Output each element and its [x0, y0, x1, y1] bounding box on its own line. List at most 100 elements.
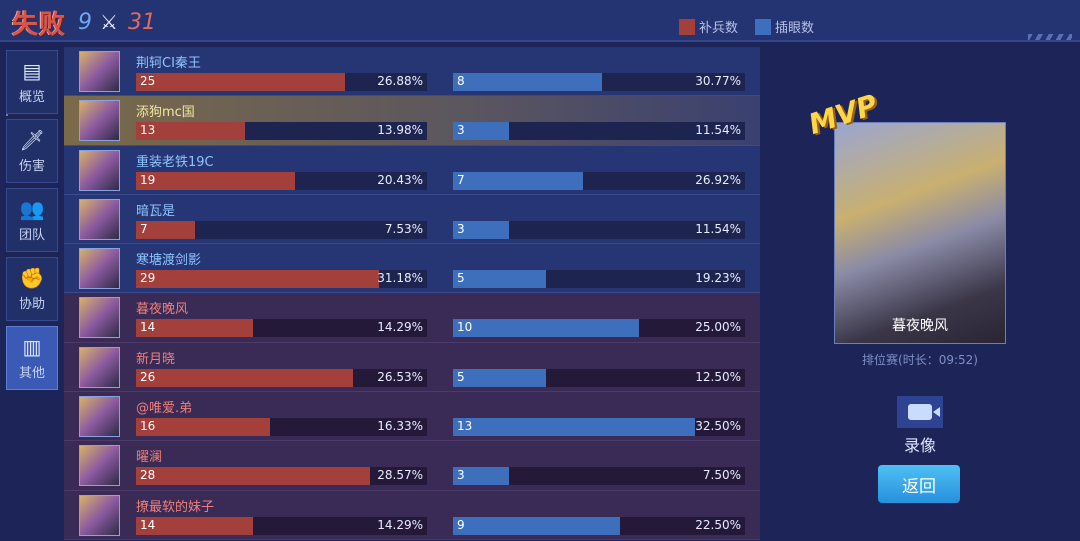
- wards-bar: 10 25.00%: [453, 319, 745, 338]
- cs-count: 28: [140, 468, 156, 483]
- cs-bar: 14 14.29%: [136, 319, 427, 338]
- player-name: @唯爱.弟: [136, 401, 193, 417]
- wards-count: 9: [457, 517, 465, 532]
- player-name: 重装老铁19C: [136, 154, 214, 170]
- legend-label: 补兵数: [699, 21, 739, 36]
- tab-other[interactable]: ▥ 其他: [6, 326, 58, 390]
- cs-percent: 14.29%: [377, 320, 423, 335]
- player-name: 撩最软的妹子: [136, 499, 215, 515]
- player-row: 暗瓦是 7 7.53% 3 11.54%: [64, 194, 760, 245]
- match-result: 失败: [12, 10, 67, 40]
- hero-avatar: [79, 51, 120, 92]
- wards-count: 5: [457, 271, 465, 286]
- wards-percent: 19.23%: [695, 271, 741, 286]
- wards-bar: 8 30.77%: [453, 73, 745, 91]
- player-row: 重装老铁19C 19 20.43% 7 26.92%: [64, 145, 760, 195]
- cs-percent: 20.43%: [377, 172, 423, 187]
- player-name: 荆轲CI秦王: [136, 56, 201, 71]
- tab-assist[interactable]: ✊ 协助: [6, 257, 58, 321]
- wards-bar-fill: [453, 171, 584, 190]
- hero-avatar: [79, 297, 120, 339]
- match-mode-duration: 排位赛(时长：09:52): [862, 353, 978, 367]
- wards-count: 7: [457, 172, 465, 187]
- player-name: 新月晓: [136, 351, 176, 367]
- cs-percent: 14.29%: [377, 517, 423, 532]
- player-name: 添狗mc国: [136, 105, 195, 121]
- wards-percent: 12.50%: [695, 369, 741, 384]
- wards-percent: 32.50%: [695, 419, 741, 434]
- player-name: 曜澜: [136, 450, 163, 466]
- record-label[interactable]: 录像: [903, 436, 936, 455]
- legend-swatch: [755, 18, 771, 35]
- cs-bar: 19 20.43%: [136, 171, 427, 190]
- back-button[interactable]: 返回: [878, 465, 960, 503]
- tab-label: 其他: [18, 365, 45, 381]
- top-bar: 失败 9 ⚔ 31 补兵数 插眼数: [0, 0, 1080, 42]
- wards-count: 5: [457, 369, 465, 384]
- wards-percent: 30.77%: [695, 74, 741, 88]
- fist-icon: ✊: [19, 265, 45, 290]
- cs-bar-fill: [136, 122, 245, 141]
- enemy-kills: 31: [128, 10, 156, 35]
- cs-count: 25: [140, 74, 156, 88]
- wards-bar: 7 26.92%: [453, 171, 745, 190]
- player-row: 暮夜晚风 14 14.29% 10 25.00%: [64, 293, 760, 343]
- cs-count: 16: [140, 419, 156, 434]
- report-icon: ▤: [22, 58, 42, 83]
- hero-avatar: [79, 445, 120, 487]
- wards-bar-fill: [453, 418, 695, 437]
- wards-bar: 5 12.50%: [453, 368, 745, 387]
- decorative-stripes: [1028, 34, 1072, 40]
- wards-bar-fill: [453, 467, 509, 486]
- player-row: 寒塘渡剑影 29 31.18% 5 19.23%: [64, 244, 760, 294]
- cs-percent: 31.18%: [377, 271, 423, 286]
- cs-count: 14: [140, 517, 156, 532]
- team-icon: 👥: [19, 196, 45, 221]
- tab-team[interactable]: 👥 团队: [6, 188, 58, 252]
- wards-count: 3: [457, 221, 465, 236]
- tab-overview[interactable]: ▤ 概览: [6, 50, 58, 114]
- hero-avatar: [79, 396, 120, 438]
- cs-bar-fill: [136, 73, 346, 91]
- video-camera-icon: [908, 404, 940, 420]
- cs-count: 13: [140, 123, 156, 138]
- cs-count: 26: [140, 369, 156, 384]
- legend-label: 插眼数: [775, 21, 815, 36]
- cs-count: 19: [140, 172, 156, 187]
- tab-label: 团队: [18, 227, 45, 243]
- player-row: 新月晓 26 26.53% 5 12.50%: [64, 342, 760, 393]
- player-row: 添狗mc国 13 13.98% 3 11.54%: [64, 96, 760, 146]
- wards-bar: 13 32.50%: [453, 418, 745, 437]
- player-name: 暮夜晚风: [136, 302, 189, 318]
- cs-bar-fill: [136, 467, 371, 486]
- cs-bar-fill: [136, 368, 354, 387]
- cs-bar: 28 28.57%: [136, 467, 427, 486]
- wards-percent: 25.00%: [695, 320, 741, 335]
- wards-bar: 9 22.50%: [453, 516, 745, 535]
- wards-count: 10: [457, 320, 473, 335]
- cs-bar-fill: [136, 270, 379, 289]
- wards-percent: 7.50%: [702, 468, 741, 483]
- hero-avatar: [79, 149, 120, 191]
- hero-avatar: [79, 198, 120, 240]
- cs-bar: 7 7.53%: [136, 220, 427, 239]
- crossed-swords-icon: ⚔: [100, 10, 118, 34]
- tab-label: 伤害: [18, 158, 45, 174]
- mvp-player-name: 暮夜晚风: [892, 318, 948, 334]
- cs-bar: 16 16.33%: [136, 418, 427, 437]
- record-button[interactable]: [897, 396, 943, 428]
- cs-bar-fill: [136, 418, 270, 437]
- wards-count: 13: [457, 419, 473, 434]
- cs-bar-fill: [136, 516, 254, 535]
- legend-swatch: [679, 18, 695, 35]
- wards-bar-fill: [453, 220, 509, 239]
- sidebar: ▤ 概览 🗡 伤害 👥 团队 ✊ 协助 ▥ 其他: [0, 42, 64, 541]
- cs-percent: 26.53%: [377, 369, 423, 384]
- cs-percent: 16.33%: [377, 419, 423, 434]
- wards-bar-fill: [453, 516, 621, 535]
- tab-damage[interactable]: 🗡 伤害: [6, 119, 58, 183]
- wards-bar-fill: [453, 73, 602, 91]
- wards-bar-fill: [453, 270, 546, 289]
- cs-percent: 28.57%: [377, 468, 423, 483]
- legend-cs: 补兵数: [679, 17, 738, 36]
